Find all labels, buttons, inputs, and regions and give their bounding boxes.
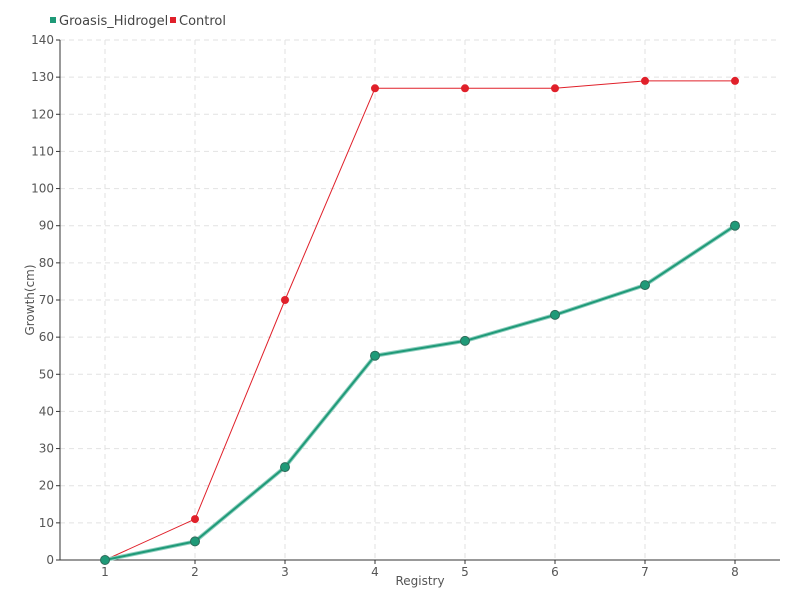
legend: Groasis_Hidrogel Control [50,14,226,29]
y-tick-label: 40 [39,404,54,418]
legend-swatch-series-1 [50,17,56,23]
y-tick-label: 10 [39,516,54,530]
y-tick-label: 20 [39,479,54,493]
data-point[interactable] [731,76,739,85]
legend-label-series-1[interactable]: Groasis_Hidrogel [59,14,168,29]
data-point[interactable] [550,309,560,320]
data-point[interactable] [551,84,559,93]
data-point[interactable] [641,76,649,85]
data-point[interactable] [190,536,200,547]
x-tick-label: 6 [551,565,559,579]
y-tick-label: 130 [31,70,54,84]
legend-label-series-2[interactable]: Control [179,14,226,29]
y-tick-label: 90 [39,219,54,233]
x-tick-label: 4 [371,565,379,579]
data-point[interactable] [640,280,650,291]
x-axis-title: Registry [395,574,444,588]
data-point[interactable] [371,84,379,93]
series-layer [100,76,740,565]
y-axis-title: Growth(cm) [23,264,37,335]
y-tick-label: 80 [39,256,54,270]
data-point[interactable] [281,296,289,304]
data-point[interactable] [370,350,380,361]
y-tick-label: 140 [31,33,54,47]
x-tick-label: 3 [281,565,289,579]
data-point[interactable] [100,555,110,565]
y-tick-label: 60 [39,330,54,344]
y-tick-label: 0 [46,553,54,567]
y-tick-label: 50 [39,367,54,381]
series-1 [100,220,740,565]
x-tick-label: 2 [191,565,199,579]
y-tick-label: 30 [39,442,54,456]
y-tick-label: 100 [31,182,54,196]
data-point[interactable] [461,84,469,93]
x-tick-label: 8 [731,565,739,579]
series-line [104,224,736,561]
data-point[interactable] [460,335,470,346]
x-tick-label: 5 [461,565,469,579]
x-tick-label: 1 [101,565,109,579]
data-point[interactable] [730,220,740,231]
y-tick-label: 70 [39,293,54,307]
legend-swatch-series-2 [170,17,176,23]
y-tick-label: 120 [31,107,54,121]
series-line [104,80,735,561]
series-2 [101,76,739,564]
axes: 0 10 20 30 40 50 60 70 80 90 100 110 120 130 140 1 2 3 4 5 6… [31,33,780,579]
grid [60,39,780,560]
data-point[interactable] [280,462,290,473]
data-point[interactable] [191,515,199,524]
y-tick-label: 110 [31,144,54,158]
x-tick-label: 7 [641,565,649,579]
series-line-halo [104,224,737,562]
